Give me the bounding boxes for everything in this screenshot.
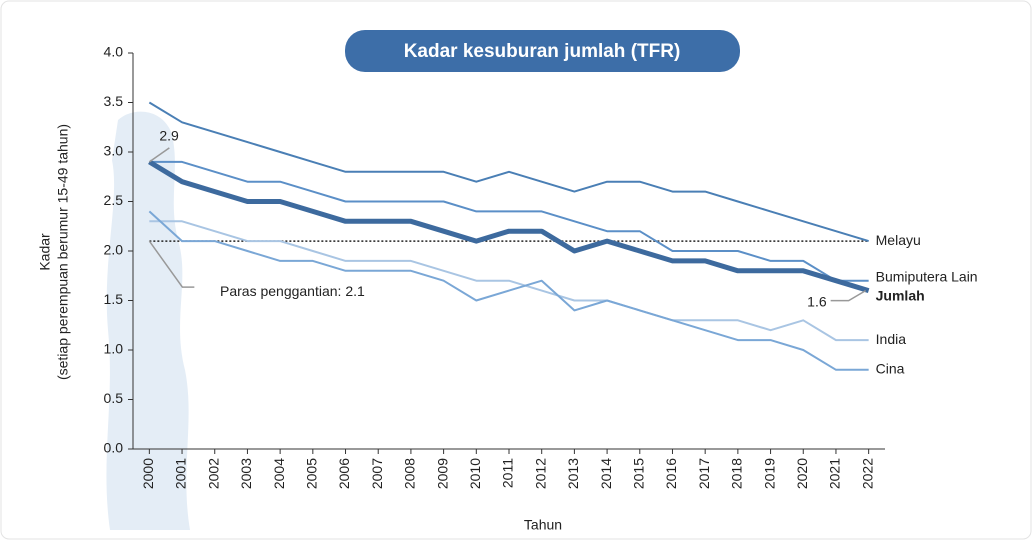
leader-line	[148, 147, 170, 163]
x-tick-label: 2019	[761, 458, 777, 489]
x-axis-label: Tahun	[524, 517, 562, 533]
series-line	[149, 220, 869, 342]
x-tick-label: 2011	[500, 458, 516, 488]
y-axis-label: (setiap perempuan berumur 15-49 tahun)	[55, 124, 71, 380]
series-line	[148, 101, 869, 243]
x-tick-label: 2021	[827, 458, 843, 489]
y-tick-label: 1.0	[104, 341, 124, 357]
x-tick-label: 2005	[304, 458, 320, 489]
annotation: 2.9	[159, 128, 179, 144]
y-tick-label: 4.0	[104, 44, 124, 60]
series-line	[149, 160, 869, 282]
x-tick-label: 2004	[271, 458, 287, 489]
leader-line	[830, 289, 867, 302]
y-tick-label: 3.0	[104, 143, 124, 159]
x-tick-label: 2017	[696, 458, 712, 489]
x-tick-label: 2003	[238, 458, 254, 489]
annotation: 1.6	[807, 293, 827, 309]
series-label: Cina	[876, 361, 905, 377]
series-line	[148, 159, 870, 293]
reference-label: Paras penggantian: 2.1	[220, 283, 365, 299]
series-label: Jumlah	[876, 287, 925, 303]
y-tick-label: 1.5	[104, 291, 124, 307]
series-label: Melayu	[876, 232, 921, 248]
x-tick-label: 2002	[205, 458, 221, 489]
x-tick-label: 2012	[532, 458, 548, 489]
x-tick-label: 2007	[369, 458, 385, 489]
y-tick-label: 0.5	[104, 390, 124, 406]
series-line	[148, 210, 869, 371]
x-tick-label: 2001	[173, 458, 189, 489]
y-tick-label: 0.0	[104, 440, 124, 456]
x-tick-label: 2014	[598, 458, 614, 489]
y-tick-label: 3.5	[104, 93, 124, 109]
y-tick-label: 2.5	[104, 192, 124, 208]
chart-title: Kadar kesuburan jumlah (TFR)	[404, 41, 681, 62]
leader-line	[148, 240, 195, 288]
y-tick-label: 2.0	[104, 242, 124, 258]
x-tick-label: 2008	[402, 458, 418, 489]
x-tick-label: 2000	[140, 458, 156, 489]
series-label: India	[876, 331, 907, 347]
x-tick-label: 2013	[565, 458, 581, 489]
x-tick-label: 2018	[729, 458, 745, 489]
y-axis-label: Kadar	[37, 233, 53, 271]
x-tick-label: 2022	[859, 458, 875, 489]
x-tick-label: 2006	[336, 458, 352, 489]
x-tick-label: 2010	[467, 458, 483, 489]
x-tick-label: 2015	[630, 458, 646, 489]
title-box	[345, 30, 740, 72]
silhouette	[106, 111, 190, 530]
x-tick-label: 2020	[794, 458, 810, 489]
x-tick-label: 2009	[434, 458, 450, 489]
x-tick-label: 2016	[663, 458, 679, 489]
series-label: Bumiputera Lain	[876, 268, 978, 284]
